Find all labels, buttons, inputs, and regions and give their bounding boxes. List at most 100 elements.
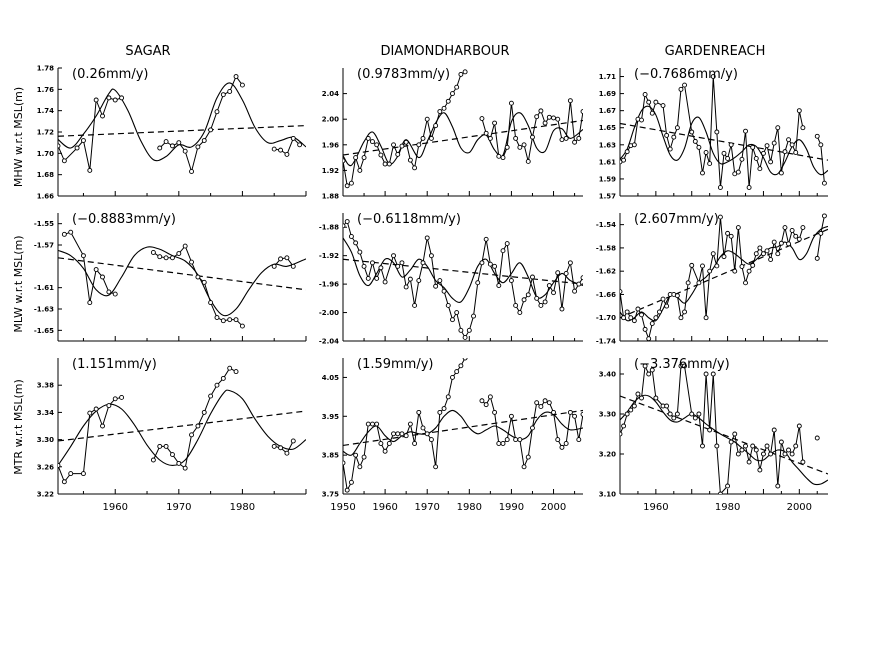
observed-point — [454, 310, 460, 316]
observed-point — [707, 427, 713, 433]
observed-point — [664, 132, 670, 138]
trend-rate-label: (2.607mm/y) — [634, 212, 719, 227]
observed-point — [620, 431, 623, 437]
observed-point — [735, 225, 741, 230]
observed-point — [656, 309, 662, 315]
observed-point — [370, 260, 375, 266]
observed-point — [660, 296, 666, 302]
observed-point — [454, 369, 460, 375]
observed-point — [703, 315, 709, 321]
y-tick-label: -2.00 — [319, 309, 339, 317]
observed-point — [348, 479, 354, 485]
y-tick-label: 3.34 — [37, 409, 54, 417]
x-tick-label: 1950 — [330, 502, 355, 513]
smoothed-curve — [343, 112, 583, 167]
observed-point — [786, 241, 792, 247]
observed-point — [119, 95, 125, 101]
observed-point — [403, 433, 409, 439]
observed-point — [678, 315, 684, 321]
observed-point — [378, 441, 384, 446]
observed-point — [361, 155, 367, 161]
observed-point — [508, 278, 514, 284]
y-tick-label: 3.22 — [37, 491, 54, 499]
panels: 1.661.681.701.721.741.761.78 (0.26mm/y)1.… — [34, 65, 828, 513]
observed-point — [290, 263, 296, 269]
observed-point — [208, 127, 214, 133]
observed-point — [576, 437, 582, 443]
observed-point — [800, 125, 806, 131]
observed-point — [343, 460, 346, 466]
observed-point — [732, 268, 738, 274]
observed-point — [80, 471, 86, 477]
observed-point — [649, 367, 655, 373]
observed-point — [424, 235, 430, 241]
observed-point — [753, 447, 759, 453]
observed-point — [671, 415, 677, 421]
observed-point — [768, 159, 774, 165]
observed-point — [150, 250, 156, 255]
observed-point — [343, 158, 346, 164]
observed-series-line — [816, 215, 825, 259]
observed-point — [471, 313, 476, 319]
observed-point — [814, 133, 820, 139]
observed-point — [703, 371, 709, 377]
observed-point — [87, 410, 93, 416]
observed-point — [743, 280, 748, 286]
y-tick-label: 3.30 — [599, 411, 616, 419]
observed-point — [563, 135, 569, 141]
y-tick-label: 2.04 — [322, 90, 339, 98]
panel-sagar-mtr: 3.22 3.26 3.30 3.34 3.38 1960 1970 1980 (1.151mm… — [37, 357, 307, 513]
smoothed-curve — [58, 82, 306, 162]
observed-point — [344, 183, 350, 189]
observed-point — [782, 149, 788, 155]
observed-point — [667, 411, 673, 417]
observed-point — [796, 236, 802, 242]
observed-point — [546, 114, 552, 120]
panel-gardenreach-mlw: -1.54 -1.58 -1.62 -1.66 -1.70 -1.74 (2.607mm/y… — [596, 212, 828, 346]
observed-point — [386, 161, 392, 167]
y-tick-label: 3.26 — [37, 463, 54, 471]
observed-point — [521, 142, 527, 148]
observed-point — [521, 464, 527, 470]
plot-area — [620, 213, 828, 341]
panel-diamondharbour-mtr: 3.75 3.85 3.95 4.05 1950 1960 1970 1980 1990 2000… — [322, 357, 583, 513]
trend-line — [343, 258, 583, 285]
observed-point — [189, 259, 194, 265]
observed-point — [445, 302, 451, 308]
observed-point — [399, 143, 405, 149]
observed-point — [271, 146, 277, 152]
observed-point — [382, 161, 388, 167]
y-tick-label: -1.61 — [34, 284, 54, 292]
observed-point — [441, 105, 447, 111]
observed-point — [530, 274, 535, 280]
observed-point — [572, 413, 578, 419]
observed-point — [753, 156, 759, 161]
observed-point — [353, 240, 359, 246]
y-tick-label: 3.20 — [599, 451, 616, 459]
observed-point — [378, 152, 384, 158]
observed-point — [642, 92, 648, 97]
observed-series-line — [58, 396, 122, 483]
observed-point — [450, 374, 455, 380]
observed-point — [725, 230, 731, 236]
observed-point — [370, 421, 375, 427]
y-tick-label: -1.55 — [34, 220, 54, 228]
y-tick-label: 1.66 — [37, 193, 54, 201]
observed-point — [496, 153, 502, 159]
observed-point — [649, 321, 655, 326]
observed-point — [428, 135, 434, 141]
observed-point — [768, 257, 774, 262]
observed-point — [278, 445, 284, 451]
observed-point — [378, 265, 384, 271]
observed-point — [789, 451, 795, 457]
observed-point — [112, 291, 118, 297]
observed-point — [361, 454, 367, 460]
observed-point — [420, 425, 426, 431]
observed-point — [93, 97, 99, 103]
observed-point — [407, 421, 413, 427]
observed-point — [403, 139, 409, 145]
observed-point — [290, 135, 296, 141]
observed-point — [525, 158, 531, 164]
observed-point — [760, 451, 766, 457]
observed-point — [403, 284, 409, 290]
